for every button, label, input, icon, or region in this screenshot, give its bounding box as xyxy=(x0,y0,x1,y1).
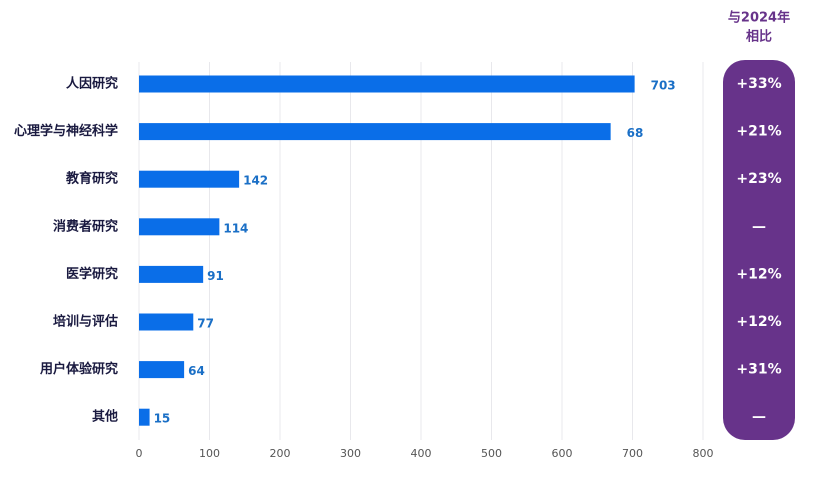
x-tick-label: 300 xyxy=(340,447,361,460)
x-tick-label: 500 xyxy=(481,447,502,460)
x-tick-label: 0 xyxy=(136,447,143,460)
bar xyxy=(139,170,240,188)
x-tick-label: 700 xyxy=(622,447,643,460)
comparison-label: +12% xyxy=(736,266,781,282)
category-label: 消费者研究 xyxy=(53,218,118,234)
comparison-label: +23% xyxy=(736,171,781,187)
category-label: 教育研究 xyxy=(65,171,118,187)
bar xyxy=(139,218,220,236)
bar xyxy=(139,265,204,283)
x-tick-label: 100 xyxy=(199,447,220,460)
value-label: 64 xyxy=(188,364,205,378)
comparison-label: — xyxy=(752,409,766,425)
bar xyxy=(139,361,185,379)
comparison-label: +21% xyxy=(736,124,781,140)
comparison-title: 与2024年 xyxy=(728,10,790,26)
comparison-panel xyxy=(723,60,795,440)
value-label: 142 xyxy=(243,174,268,188)
category-label: 其他 xyxy=(92,409,118,425)
comparison-label: +12% xyxy=(736,314,781,330)
value-label: 77 xyxy=(197,317,214,331)
value-label: 703 xyxy=(651,79,676,93)
bar xyxy=(139,313,194,331)
x-tick-label: 200 xyxy=(270,447,291,460)
category-label: 培训与评估 xyxy=(53,314,118,330)
comparison-label: +31% xyxy=(736,362,781,378)
bar xyxy=(139,75,635,93)
category-label: 医学研究 xyxy=(66,266,118,282)
comparison-title: 相比 xyxy=(746,29,772,45)
x-tick-label: 400 xyxy=(411,447,432,460)
category-label: 心理学与神经科学 xyxy=(14,123,118,139)
category-label: 人因研究 xyxy=(66,76,118,92)
category-label: 用户体验研究 xyxy=(39,361,118,377)
value-label: 91 xyxy=(207,269,224,283)
comparison-label: — xyxy=(752,219,766,235)
x-tick-label: 600 xyxy=(552,447,573,460)
value-label: 15 xyxy=(154,412,171,426)
value-label: 114 xyxy=(223,221,248,235)
value-label: 68 xyxy=(627,126,644,140)
bar xyxy=(139,123,611,141)
x-tick-label: 800 xyxy=(693,447,714,460)
bar xyxy=(139,408,150,426)
comparison-label: +33% xyxy=(736,76,781,92)
